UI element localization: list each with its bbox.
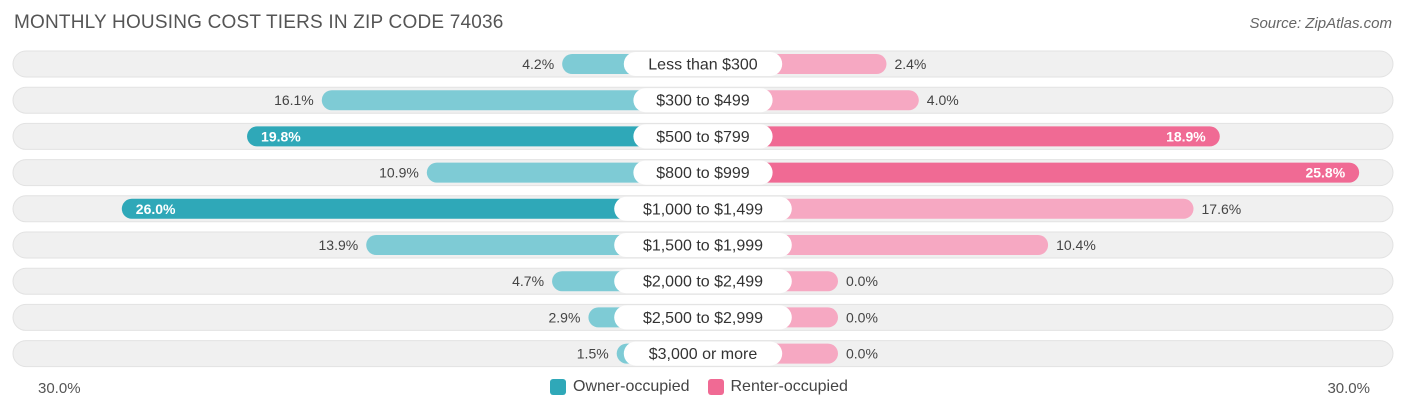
owner-value-label: 19.8%: [261, 128, 301, 144]
legend-swatch-owner: [550, 379, 566, 395]
category-label: $3,000 or more: [649, 346, 758, 363]
owner-value-label: 2.9%: [548, 309, 580, 325]
renter-value-label: 4.0%: [927, 92, 959, 108]
owner-value-label: 4.2%: [522, 56, 554, 72]
source-note: Source: ZipAtlas.com: [1249, 15, 1392, 32]
renter-value-label: 10.4%: [1056, 237, 1096, 253]
renter-value-label: 0.0%: [846, 346, 878, 362]
chart-svg: Less than $300 4.2% 2.4% $300 to $499 16.1% 4…: [12, 50, 1394, 368]
owner-value-label: 13.9%: [319, 237, 359, 253]
renter-value-label: 17.6%: [1202, 201, 1242, 217]
category-pill: [633, 160, 773, 185]
renter-bar: [703, 198, 1194, 219]
owner-value-label: 16.1%: [274, 92, 314, 108]
owner-value-label: 26.0%: [136, 201, 176, 217]
renter-value-label: 2.4%: [894, 56, 926, 72]
category-pill: [623, 52, 783, 76]
category-pill: [614, 196, 792, 221]
legend-item-owner: Owner-occupied: [550, 378, 690, 396]
renter-value-label: 18.9%: [1166, 128, 1206, 144]
axis-left-label: 30.0%: [38, 380, 81, 397]
owner-bar: [321, 90, 703, 111]
category-pill: [614, 233, 792, 257]
legend: Owner-occupied Renter-occupied: [550, 378, 866, 396]
owner-value-label: 4.7%: [512, 273, 544, 289]
renter-value-label: 0.0%: [846, 309, 878, 325]
chart-title: MONTHLY HOUSING COST TIERS IN ZIP CODE 7…: [14, 12, 504, 33]
legend-label-renter: Renter-occupied: [730, 378, 848, 395]
category-label: $500 to $799: [656, 129, 750, 146]
category-pill: [614, 305, 792, 330]
renter-bar: [703, 162, 1360, 183]
category-pill: [633, 88, 773, 113]
category-label: Less than $300: [648, 57, 758, 74]
category-pill: [614, 269, 792, 294]
category-label: $1,000 to $1,499: [643, 201, 763, 218]
category-pill: [633, 124, 773, 149]
renter-value-label: 0.0%: [846, 273, 878, 289]
renter-bar: [703, 126, 1220, 147]
axis-right-label: 30.0%: [1327, 380, 1370, 397]
category-label: $2,000 to $2,499: [643, 274, 763, 291]
legend-swatch-renter: [707, 379, 724, 395]
owner-bar: [247, 126, 704, 147]
renter-value-label: 25.8%: [1305, 165, 1345, 181]
category-label: $2,500 to $2,999: [643, 310, 763, 327]
legend-item-renter: Renter-occupied: [707, 378, 848, 396]
legend-label-owner: Owner-occupied: [573, 378, 690, 395]
category-pill: [623, 341, 783, 366]
owner-bar: [121, 198, 704, 219]
owner-bar: [426, 162, 703, 183]
owner-value-label: 10.9%: [379, 165, 419, 181]
category-label: $300 to $499: [656, 93, 750, 110]
owner-value-label: 1.5%: [577, 346, 609, 362]
category-label: $1,500 to $1,999: [643, 238, 763, 255]
category-label: $800 to $999: [656, 165, 750, 182]
